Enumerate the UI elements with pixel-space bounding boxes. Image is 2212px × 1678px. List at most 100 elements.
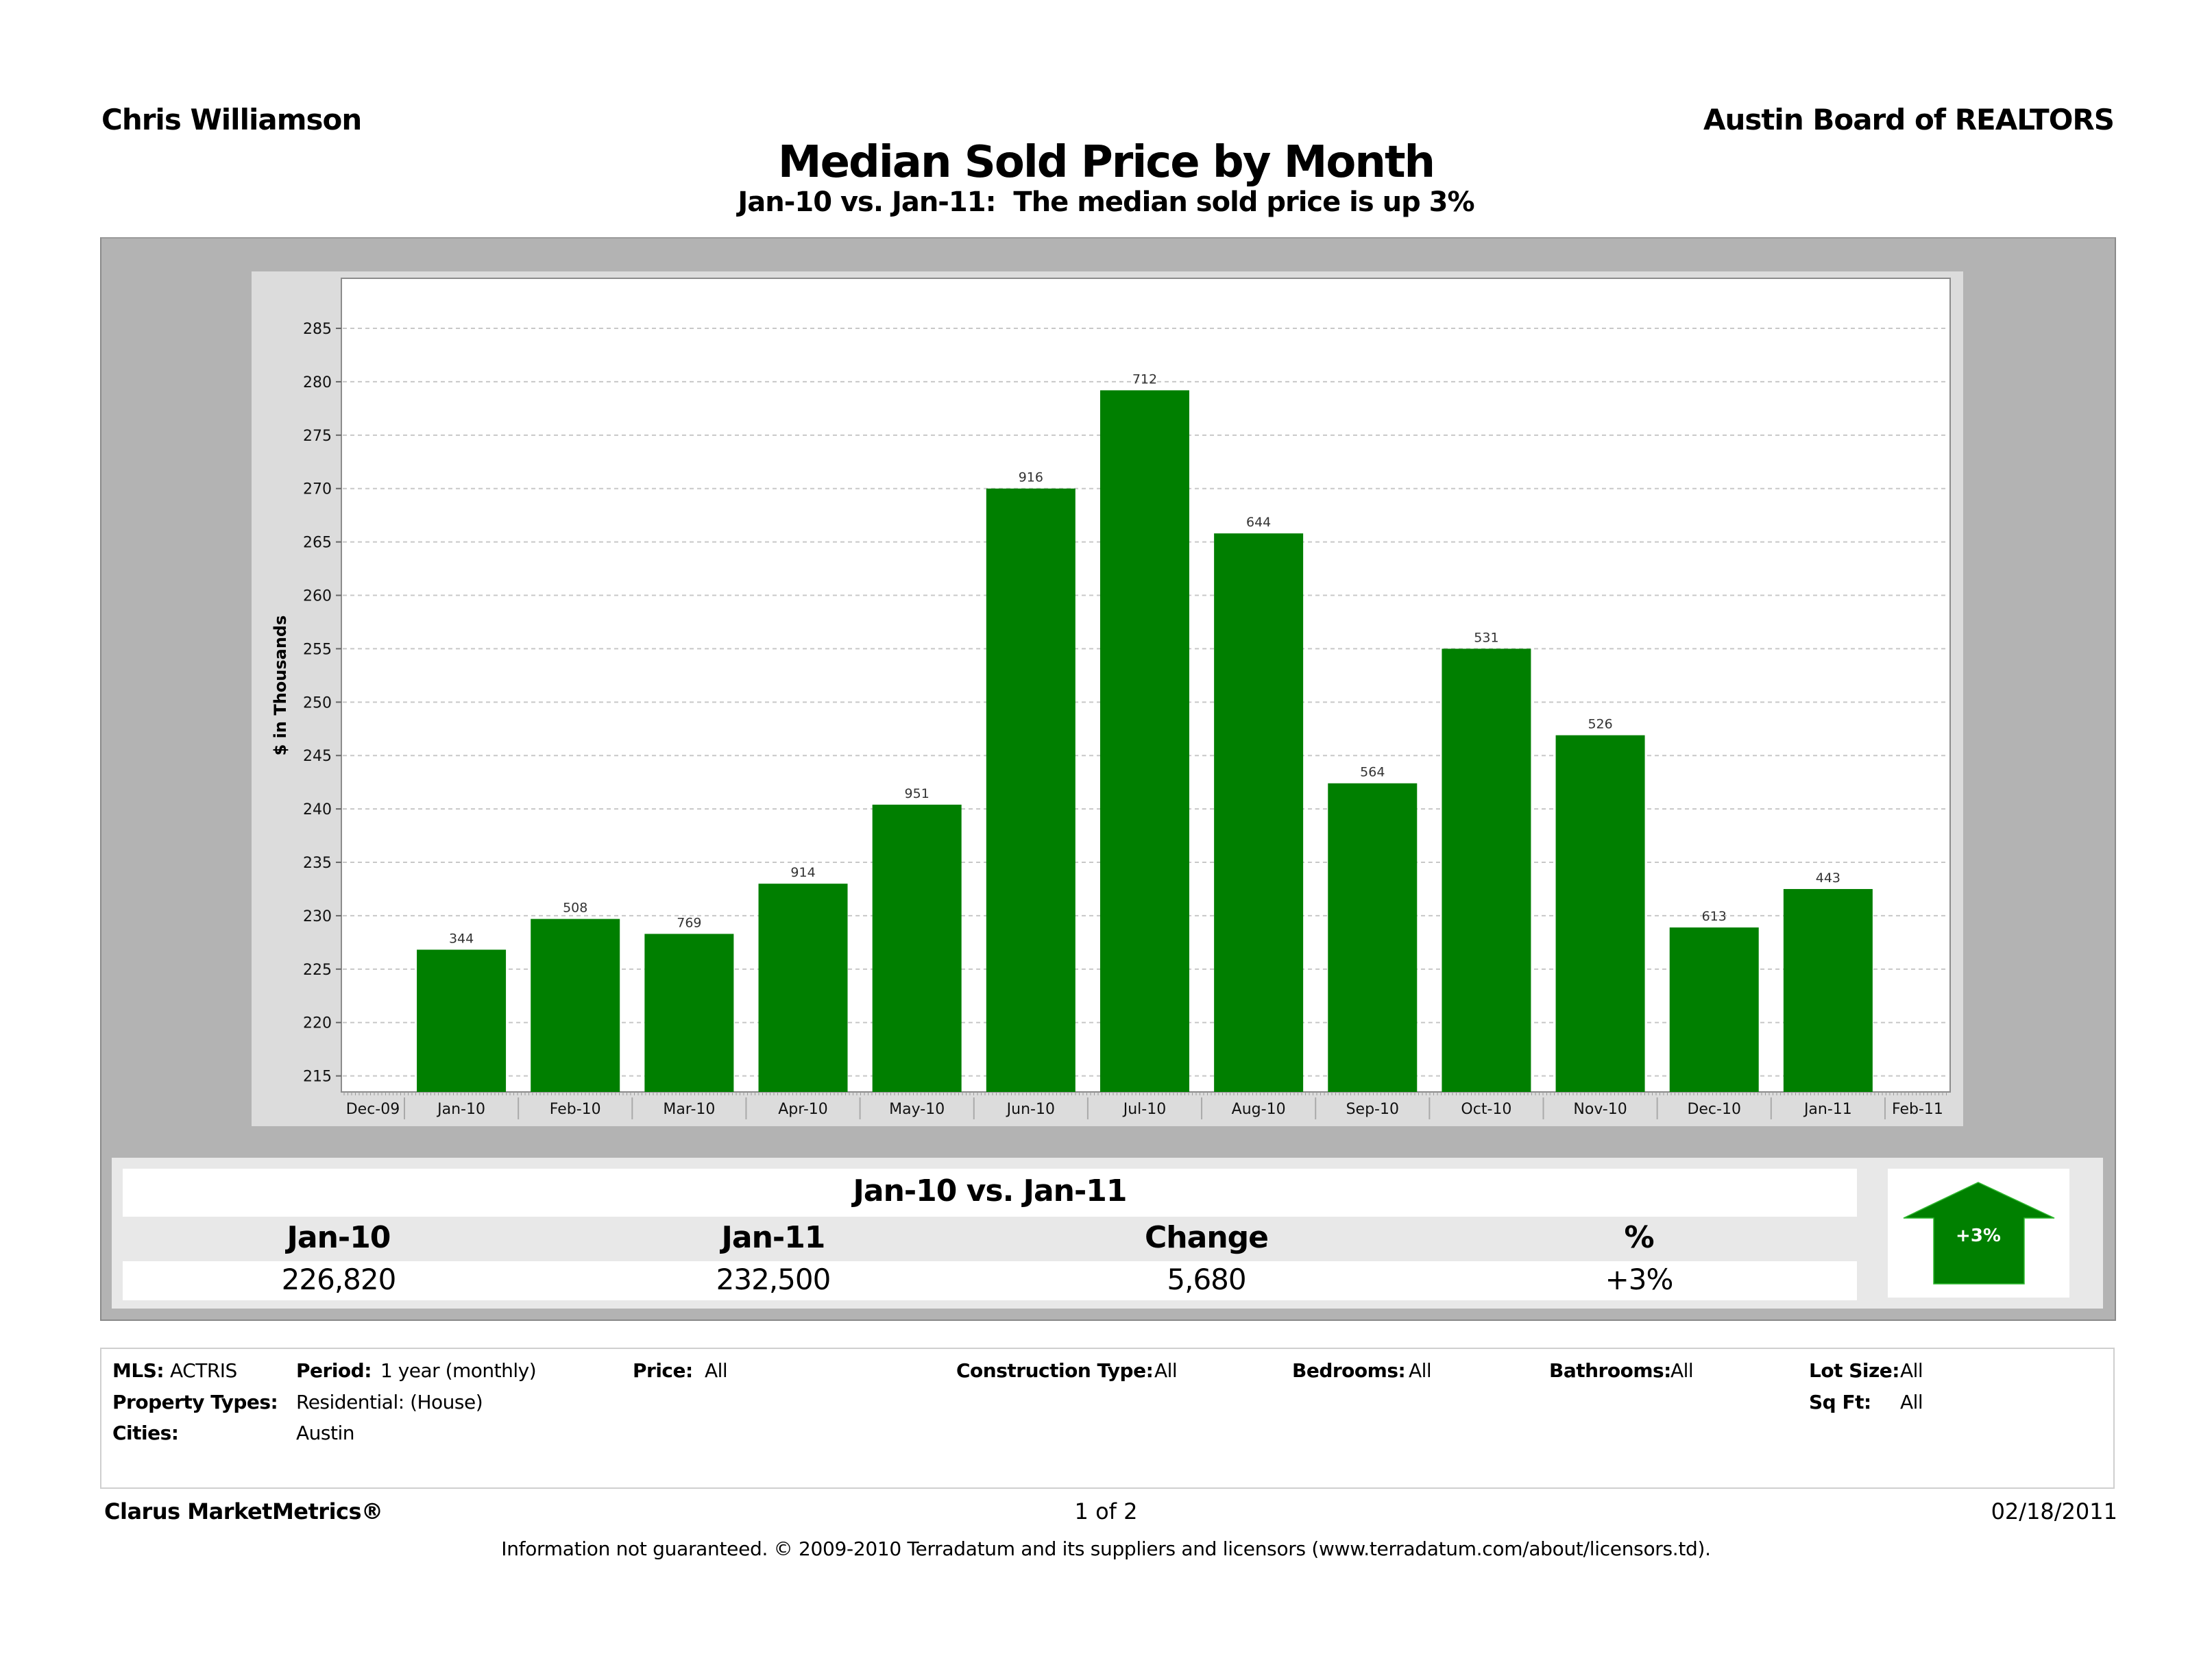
bedrooms-value: All: [1409, 1359, 1432, 1382]
x-tick-label: Dec-10: [1687, 1101, 1741, 1118]
y-tick-label: 250: [303, 694, 332, 712]
property-types-value: Residential: (House): [296, 1391, 483, 1413]
x-tick-label: Mar-10: [663, 1101, 715, 1118]
bar-mar-10: [644, 934, 734, 1092]
summary-header-percent: %: [1624, 1220, 1654, 1255]
page-number: 1 of 2: [1074, 1498, 1138, 1524]
y-tick-label: 280: [303, 374, 332, 391]
summary-header-change: Change: [1145, 1220, 1269, 1255]
x-tick-label: Sep-10: [1346, 1101, 1399, 1118]
bar-value-label: 443: [1816, 871, 1840, 886]
x-tick-label: Jul-10: [1122, 1101, 1166, 1118]
bar-oct-10: [1442, 648, 1531, 1092]
mls-label: MLS:: [112, 1359, 165, 1382]
summary-header-jan-10: Jan-10: [287, 1220, 391, 1255]
sq-ft-value: All: [1900, 1391, 1923, 1413]
bar-value-label: 344: [449, 931, 474, 946]
summary-title-row: [123, 1169, 1857, 1217]
bar-jul-10: [1099, 390, 1189, 1092]
bathrooms-label: Bathrooms:: [1549, 1359, 1671, 1382]
y-tick-label: 220: [303, 1015, 332, 1032]
y-tick-label: 255: [303, 641, 332, 658]
lot-size-label: Lot Size:: [1809, 1359, 1899, 1382]
summary-value-jan-11: 232,500: [716, 1263, 831, 1296]
bar-jun-10: [986, 488, 1075, 1092]
lot-size-value: All: [1900, 1359, 1923, 1382]
bar-apr-10: [758, 884, 848, 1092]
y-tick-label: 260: [303, 588, 332, 605]
bar-aug-10: [1214, 533, 1304, 1092]
cities-label: Cities:: [112, 1422, 179, 1444]
up-arrow-icon: +3%: [1903, 1182, 2055, 1285]
y-tick-label: 275: [303, 428, 332, 445]
x-tick-label: Feb-11: [1892, 1101, 1943, 1118]
x-tick-label: Apr-10: [778, 1101, 828, 1118]
period-value: 1 year (monthly): [380, 1359, 537, 1382]
summary-value-jan-10: 226,820: [281, 1263, 397, 1296]
summary-title: Jan-10 vs. Jan-11: [853, 1174, 1128, 1208]
summary-value-change: 5,680: [1167, 1263, 1246, 1296]
bar-value-label: 508: [563, 901, 587, 916]
bar-value-label: 613: [1702, 909, 1727, 924]
y-tick-label: 230: [303, 908, 332, 925]
sq-ft-label: Sq Ft:: [1809, 1391, 1871, 1413]
cities-value: Austin: [296, 1422, 355, 1444]
bedrooms-label: Bedrooms:: [1292, 1359, 1406, 1382]
y-tick-label: 285: [303, 321, 332, 338]
bar-value-label: 769: [677, 915, 701, 930]
bar-value-label: 914: [790, 865, 815, 880]
y-tick-label: 215: [303, 1069, 332, 1086]
organization-name: Austin Board of REALTORS: [1703, 103, 2115, 136]
bar-value-label: 526: [1588, 717, 1612, 732]
x-tick-label: May-10: [889, 1101, 945, 1118]
summary-value-percent: +3%: [1605, 1263, 1674, 1296]
brand-name: Clarus MarketMetrics®: [104, 1498, 383, 1524]
x-tick-label: Nov-10: [1573, 1101, 1627, 1118]
report-subtitle: Jan-10 vs. Jan-11: The median sold price…: [738, 186, 1474, 218]
x-tick-label: Feb-10: [550, 1101, 601, 1118]
y-tick-label: 225: [303, 962, 332, 979]
y-axis-label: $ in Thousands: [271, 616, 290, 756]
x-tick-label: Jan-10: [436, 1101, 485, 1118]
construction-type-value: All: [1154, 1359, 1178, 1382]
bar-value-label: 712: [1132, 372, 1157, 387]
price-label: Price:: [633, 1359, 693, 1382]
summary-values-row: [123, 1261, 1857, 1300]
bar-value-label: 564: [1360, 765, 1385, 780]
x-tick-label: Dec-09: [346, 1101, 400, 1118]
x-tick-label: Oct-10: [1461, 1101, 1511, 1118]
bar-dec-10: [1669, 927, 1759, 1092]
bar-chart: 344508769914951916712644564531526613443 …: [271, 278, 1951, 1119]
bathrooms-value: All: [1670, 1359, 1694, 1382]
x-axis-ticks: Dec-09 Jan-10 Feb-10 Mar-10 Apr-10 May-10 Jun-…: [343, 1092, 1947, 1119]
bar-sep-10: [1328, 783, 1418, 1092]
y-axis-ticks: 215 220 225 230 235 240 245 250 255 260 265 270 275 2…: [303, 321, 341, 1086]
y-tick-label: 245: [303, 748, 332, 765]
bar-jan-11: [1783, 888, 1873, 1092]
bar-jan-10: [417, 949, 507, 1092]
bars: 344 508 769 914 951 916 712 644 564 531 526 613 443: [417, 372, 1873, 1092]
change-badge-label: +3%: [1956, 1226, 2001, 1246]
change-badge: +3%: [1888, 1169, 2069, 1298]
bar-value-label: 531: [1474, 630, 1498, 645]
bar-feb-10: [531, 919, 620, 1092]
x-tick-label: Jan-11: [1803, 1101, 1852, 1118]
y-tick-label: 240: [303, 801, 332, 818]
price-value: All: [705, 1359, 728, 1382]
y-tick-label: 235: [303, 855, 332, 872]
y-tick-label: 265: [303, 535, 332, 552]
mls-value: ACTRIS: [170, 1359, 237, 1382]
bar-value-label: 916: [1019, 470, 1043, 485]
property-types-label: Property Types:: [112, 1391, 278, 1413]
x-tick-label: Jun-10: [1006, 1101, 1055, 1118]
report-title: Median Sold Price by Month: [777, 137, 1435, 188]
summary-header-jan-11: Jan-11: [721, 1220, 826, 1255]
x-tick-label: Aug-10: [1232, 1101, 1286, 1118]
construction-type-label: Construction Type:: [956, 1359, 1154, 1382]
bar-value-label: 644: [1246, 515, 1271, 530]
search-criteria-box: [100, 1348, 2115, 1489]
agent-name: Chris Williamson: [101, 103, 362, 136]
period-label: Period:: [296, 1359, 372, 1382]
y-tick-label: 270: [303, 481, 332, 498]
bar-value-label: 951: [905, 786, 929, 801]
